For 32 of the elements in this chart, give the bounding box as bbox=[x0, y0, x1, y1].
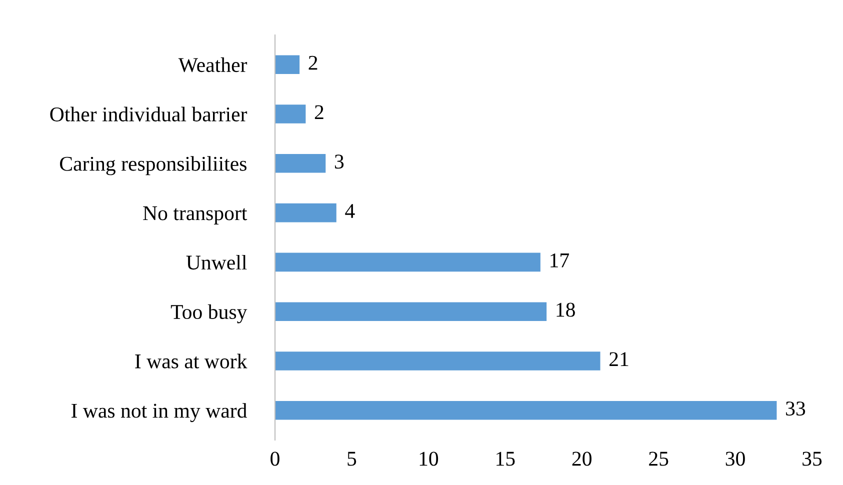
data-label: 18 bbox=[556, 302, 575, 317]
data-label: 3 bbox=[334, 154, 344, 169]
x-tick-label: 15 bbox=[496, 452, 515, 466]
x-tick-label: 35 bbox=[802, 452, 822, 466]
data-label: 33 bbox=[786, 402, 806, 416]
bar bbox=[275, 55, 300, 74]
data-label: 17 bbox=[550, 253, 569, 268]
x-tick-label: 10 bbox=[420, 452, 438, 466]
x-tick-label: 30 bbox=[726, 452, 745, 466]
bar bbox=[275, 252, 540, 272]
y-tick-label: No transport bbox=[143, 206, 248, 224]
bar bbox=[275, 104, 306, 124]
x-tick-label: 20 bbox=[572, 452, 592, 466]
x-tick-label: 5 bbox=[348, 452, 356, 466]
bar bbox=[275, 352, 600, 370]
y-tick-label: Other individual barrier bbox=[50, 106, 248, 122]
y-tick-label: Weather bbox=[178, 57, 248, 72]
x-tick-label: 25 bbox=[649, 452, 668, 466]
data-label: 2 bbox=[314, 105, 324, 120]
y-tick-label: I was at work bbox=[135, 354, 248, 368]
bar bbox=[275, 203, 336, 222]
bar bbox=[275, 302, 547, 321]
y-tick-label: I was not in my ward bbox=[72, 403, 247, 422]
data-label: 4 bbox=[345, 204, 355, 218]
y-tick-label: Too busy bbox=[170, 304, 248, 324]
bar bbox=[275, 154, 326, 173]
data-label: 21 bbox=[610, 352, 628, 366]
bar bbox=[275, 400, 777, 420]
x-tick-label: 0 bbox=[270, 452, 280, 466]
y-tick-label: Caring responsibiliites bbox=[60, 156, 246, 176]
y-tick-label: Unwell bbox=[186, 254, 247, 270]
data-label: 2 bbox=[308, 56, 318, 70]
